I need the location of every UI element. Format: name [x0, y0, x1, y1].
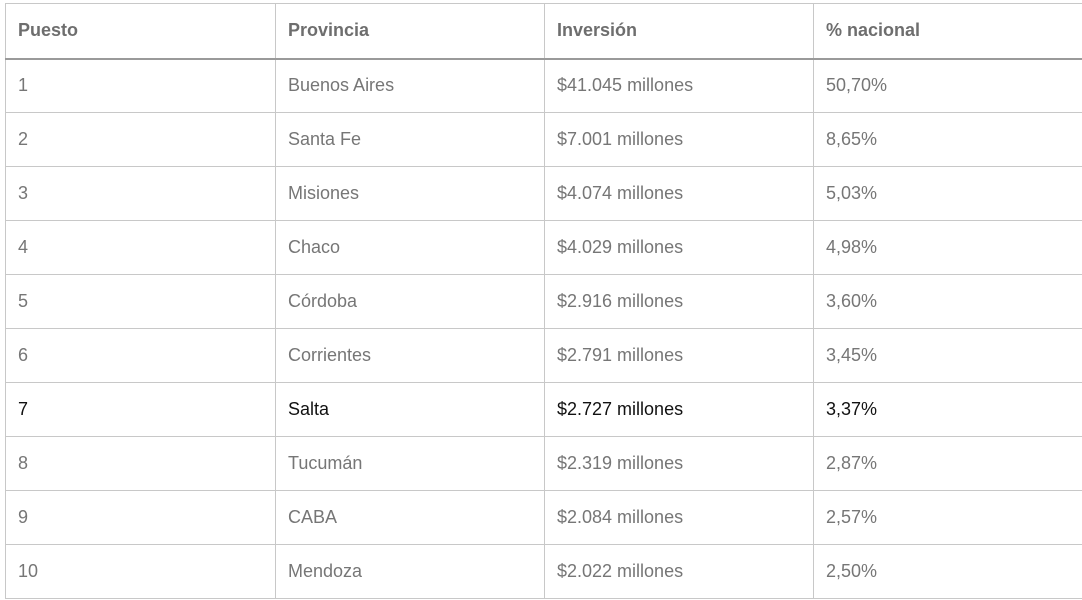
cell: $7.001 millones	[544, 112, 814, 167]
header-cell: Provincia	[275, 3, 545, 60]
cell: $4.074 millones	[544, 166, 814, 221]
cell: 8,65%	[813, 112, 1082, 167]
row: 9 CABA $2.084 millones 2,57%	[5, 490, 1082, 545]
cell: 6	[5, 328, 276, 383]
cell: 2	[5, 112, 276, 167]
cell: 10	[5, 544, 276, 599]
row: 5 Córdoba $2.916 millones 3,60%	[5, 274, 1082, 329]
header-cell: Inversión	[544, 3, 814, 60]
cell: 2,57%	[813, 490, 1082, 545]
row: 3 Misiones $4.074 millones 5,03%	[5, 166, 1082, 221]
cell: 3,45%	[813, 328, 1082, 383]
header-cell: % nacional	[813, 3, 1082, 60]
row: 2 Santa Fe $7.001 millones 8,65%	[5, 112, 1082, 167]
cell: $2.791 millones	[544, 328, 814, 383]
cell: 2,50%	[813, 544, 1082, 599]
cell: 9	[5, 490, 276, 545]
cell: Córdoba	[275, 274, 545, 329]
cell: Chaco	[275, 220, 545, 275]
cell: Tucumán	[275, 436, 545, 491]
cell: 4	[5, 220, 276, 275]
header-cell: Puesto	[5, 3, 276, 60]
cell: 3,37%	[813, 382, 1082, 437]
table-body: 1 Buenos Aires $41.045 millones 50,70% 2 San…	[5, 58, 1082, 599]
cell: Mendoza	[275, 544, 545, 599]
cell: $2.916 millones	[544, 274, 814, 329]
cell: $2.319 millones	[544, 436, 814, 491]
cell: 5	[5, 274, 276, 329]
row: 10 Mendoza $2.022 millones 2,50%	[5, 544, 1082, 599]
cell: $2.022 millones	[544, 544, 814, 599]
cell: Corrientes	[275, 328, 545, 383]
cell: 50,70%	[813, 58, 1082, 113]
cell: Salta	[275, 382, 545, 437]
cell: $41.045 millones	[544, 58, 814, 113]
cell: Misiones	[275, 166, 545, 221]
row: 1 Buenos Aires $41.045 millones 50,70%	[5, 58, 1082, 113]
cell: $4.029 millones	[544, 220, 814, 275]
row: 4 Chaco $4.029 millones 4,98%	[5, 220, 1082, 275]
cell: 3	[5, 166, 276, 221]
row: 8 Tucumán $2.319 millones 2,87%	[5, 436, 1082, 491]
cell: CABA	[275, 490, 545, 545]
cell: Santa Fe	[275, 112, 545, 167]
highlighted-row: 7 Salta $2.727 millones 3,37%	[5, 382, 1082, 437]
cell: 5,03%	[813, 166, 1082, 221]
cell: 8	[5, 436, 276, 491]
cell: 3,60%	[813, 274, 1082, 329]
cell: 2,87%	[813, 436, 1082, 491]
cell: $2.727 millones	[544, 382, 814, 437]
cell: 7	[5, 382, 276, 437]
cell: 1	[5, 58, 276, 113]
cell: Buenos Aires	[275, 58, 545, 113]
header-row: Puesto Provincia Inversión % nacional	[5, 3, 1082, 60]
cell: $2.084 millones	[544, 490, 814, 545]
cell: 4,98%	[813, 220, 1082, 275]
row: 6 Corrientes $2.791 millones 3,45%	[5, 328, 1082, 383]
